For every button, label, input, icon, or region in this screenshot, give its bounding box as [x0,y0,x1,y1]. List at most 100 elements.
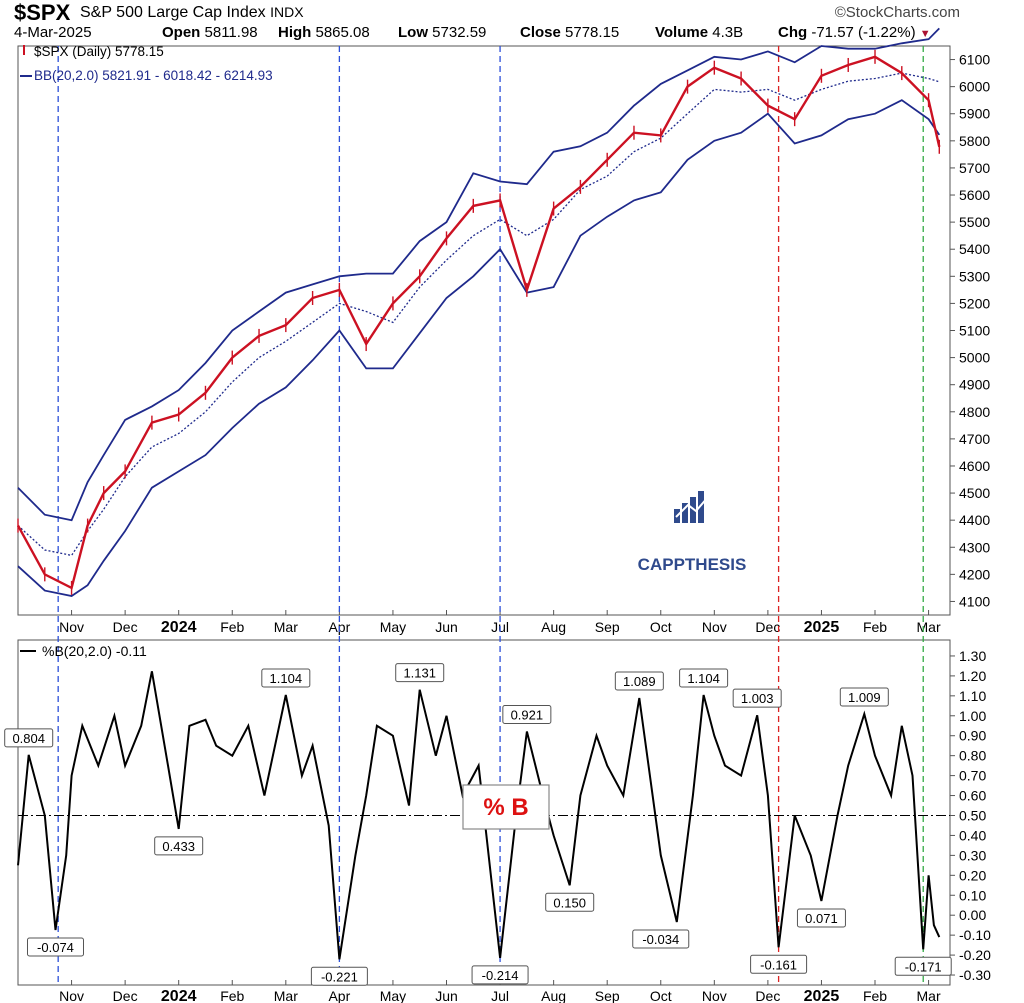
price-y-tick-label: 5800 [959,133,990,149]
pctb-x-tick-label: Nov [59,988,84,1003]
pctb-annotation-label: -0.171 [905,959,942,974]
pctb-annotation-box [632,929,690,949]
price-x-tick-label: Oct [650,619,672,635]
price-y-tick-label: 4100 [959,593,990,609]
pctb-y-tick-label: -0.10 [959,927,991,943]
pctb-x-tick-label: Apr [328,988,350,1003]
pctb-x-tick-label: Sep [595,988,620,1003]
symbol-title: $SPX [14,0,71,25]
price-x-tick-label: Aug [541,619,566,635]
pctb-x-tick-label: 2024 [161,988,197,1003]
low-label: Low [398,24,428,41]
volume-label: Volume [655,24,709,41]
pctb-y-tick-label: 0.60 [959,788,986,804]
site-credit[interactable]: ©StockCharts.com [834,4,960,21]
watermark-trend-line [675,496,709,518]
price-x-tick-label: Dec [755,619,780,635]
price-x-tick-label: Sep [595,619,620,635]
chg-stat: Chg -71.57 (-1.22%) ▼ [778,24,931,41]
price-x-tick-label: Mar [274,619,298,635]
bb-upper-line [17,27,940,522]
pctb-legend-label: %B(20,2.0) -0.11 [42,643,147,659]
price-y-tick-label: 4400 [959,512,990,528]
price-y-tick-label: 5000 [959,350,990,366]
price-x-tick-label: Dec [113,619,138,635]
pctb-box-label: % B [483,794,528,821]
pctb-annotation-box [4,728,54,748]
pctb-annotation-label: 1.003 [741,691,774,706]
low-value: 5732.59 [432,24,487,41]
price-y-tick-label: 4900 [959,377,990,393]
pctb-panel-frame [17,639,951,986]
pctb-y-tick-label: -0.30 [959,967,991,983]
pctb-y-tick-label: 0.90 [959,728,986,744]
pctb-annotation-label: -0.214 [482,968,519,983]
pctb-annotation-box [750,954,808,974]
pctb-annotation-box [471,965,529,985]
watermark-bar [690,497,696,523]
pctb-annotation-box [26,937,84,957]
pctb-annotation-box [261,668,311,688]
pctb-y-tick-label: 1.30 [959,648,986,664]
pctb-annotation-box [502,705,552,725]
pctb-x-tick-label: May [380,988,406,1003]
close-stat: Close 5778.15 [520,24,619,41]
pctb-y-tick-label: 0.70 [959,768,986,784]
open-label: Open [162,24,201,41]
price-y-tick-label: 4300 [959,539,990,555]
pctb-y-tick-label: 1.00 [959,708,986,724]
pctb-annotation-label: -0.074 [37,940,74,955]
pctb-x-tick-label: Dec [113,988,138,1003]
price-y-tick-label: 5300 [959,268,990,284]
pctb-annotation-box [732,688,782,708]
pctb-y-tick-label: 0.80 [959,748,986,764]
high-stat: High 5865.08 [278,24,370,41]
pctb-y-tick-label: 0.40 [959,827,986,843]
pctb-x-tick-label: Aug [541,988,566,1003]
pctb-x-tick-label: Oct [650,988,672,1003]
pctb-annotation-box [310,966,368,986]
pctb-y-tick-label: 0.10 [959,887,986,903]
pctb-annotation-label: 1.104 [270,671,303,686]
price-y-tick-label: 4200 [959,566,990,582]
chg-value: -71.57 (-1.22%) [811,24,916,41]
price-x-tick-label: Feb [863,619,887,635]
pctb-line [17,671,941,960]
pctb-x-tick-label: Dec [755,988,780,1003]
exchange-label: INDX [270,4,304,20]
price-y-tick-label: 5900 [959,106,990,122]
pctb-annotation-box [545,892,595,912]
volume-value: 4.3B [712,24,744,41]
price-y-tick-label: 4600 [959,458,990,474]
pctb-y-tick-label: -0.20 [959,947,991,963]
price-legend-label: $SPX (Daily) 5778.15 [34,44,164,59]
pctb-y-tick-label: 0.50 [959,807,986,823]
pctb-x-tick-label: Mar [274,988,298,1003]
price-x-tick-label: Nov [702,619,727,635]
price-y-tick-label: 5200 [959,295,990,311]
price-y-tick-label: 5700 [959,160,990,176]
price-panel-frame [17,45,951,616]
price-x-tick-label: 2024 [161,619,197,636]
pctb-y-tick-label: 0.20 [959,867,986,883]
pctb-annotation-box [614,671,664,691]
index-name: S&P 500 Large Cap Index INDX [80,4,304,22]
price-y-tick-label: 5100 [959,323,990,339]
chg-label: Chg [778,24,808,41]
pctb-annotation-label: 0.433 [162,839,195,854]
pctb-annotation-box [395,663,445,683]
close-label: Close [520,24,561,41]
price-y-tick-label: 4700 [959,431,990,447]
price-x-tick-label: 2025 [804,619,840,636]
pctb-box [462,784,550,830]
price-y-tick-label: 4800 [959,404,990,420]
bb-lower-line [17,99,941,597]
down-arrow-icon: ▼ [919,28,931,40]
high-value: 5865.08 [315,24,370,41]
pctb-annotation-label: 0.804 [12,731,45,746]
pctb-x-tick-label: Feb [863,988,887,1003]
date-label: 4-Mar-2025 [14,24,92,41]
pctb-annotation-label: 0.071 [805,911,838,926]
price-x-tick-label: Mar [917,619,941,635]
